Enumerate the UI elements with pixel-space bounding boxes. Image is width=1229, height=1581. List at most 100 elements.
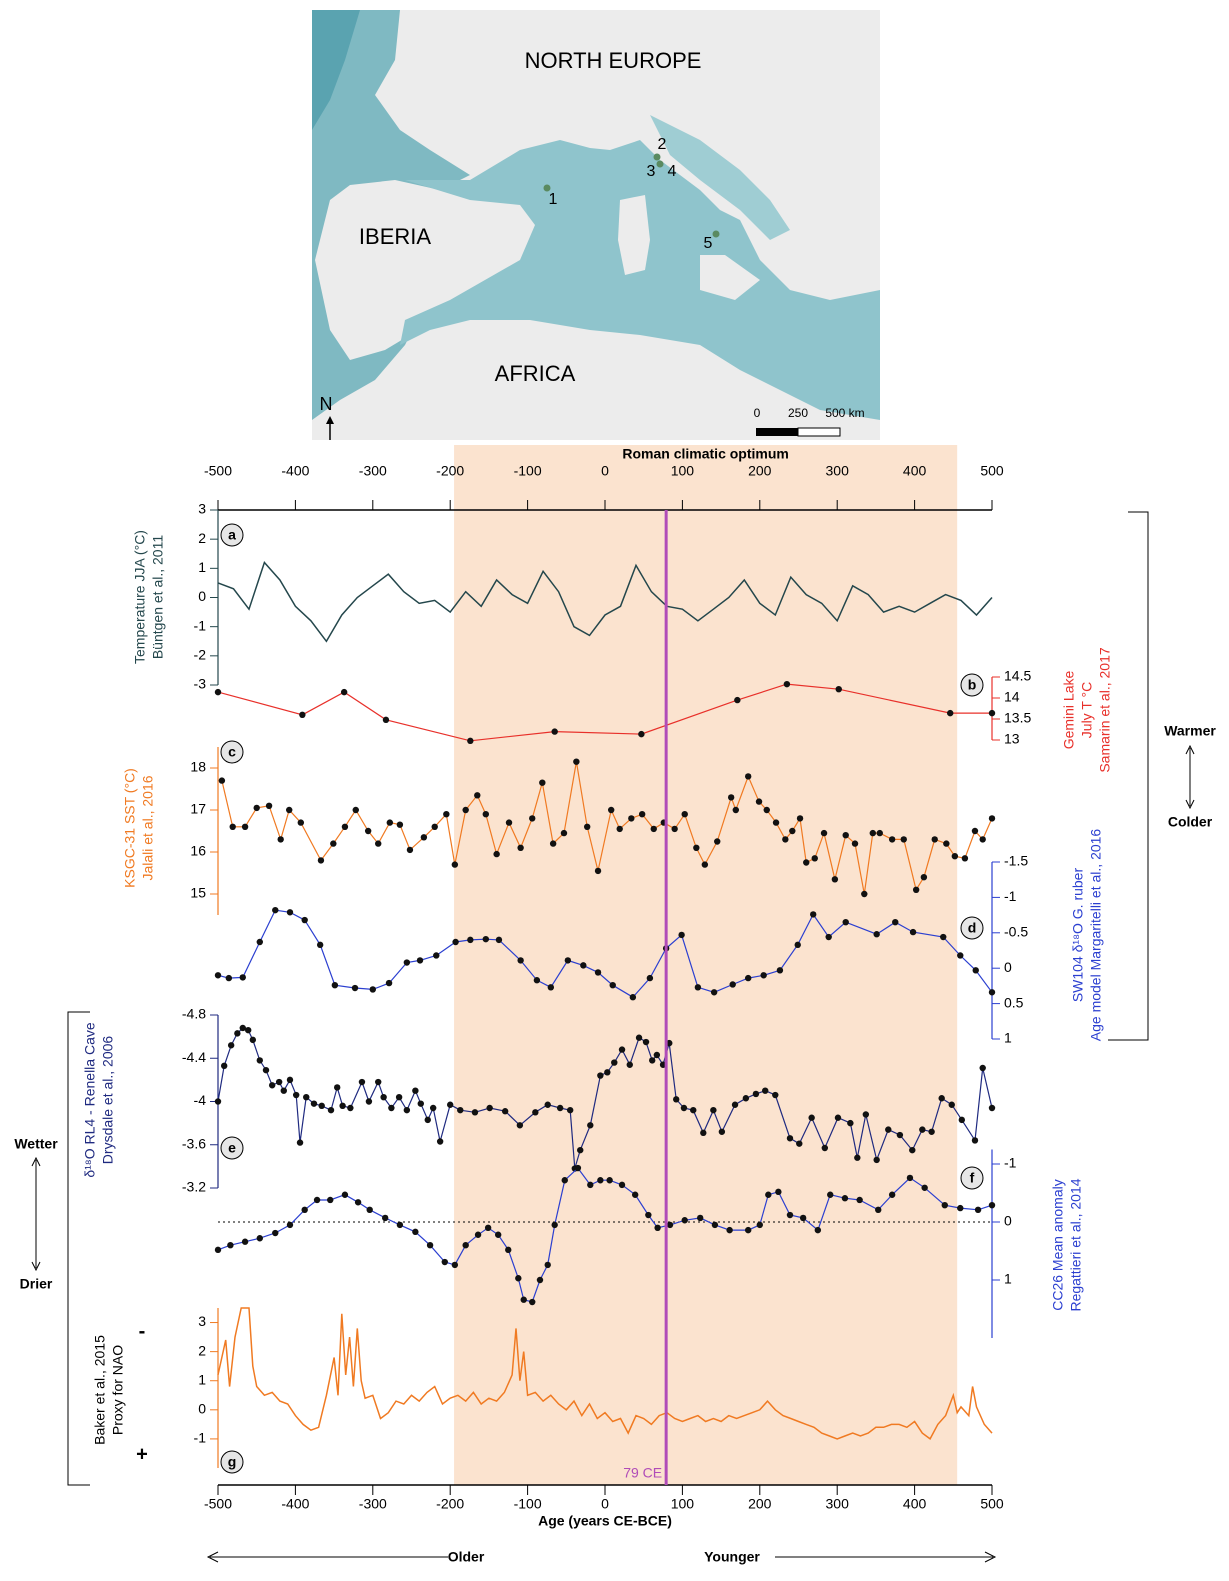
- data-point: [330, 840, 337, 847]
- data-point: [316, 941, 324, 949]
- data-point: [313, 1196, 321, 1204]
- data-point: [783, 680, 791, 688]
- data-point: [564, 957, 572, 964]
- data-point: [471, 1109, 479, 1116]
- y-tick-label: 1: [1004, 1271, 1012, 1287]
- data-point: [249, 1036, 257, 1044]
- data-point: [532, 1109, 539, 1116]
- data-point: [214, 1246, 222, 1254]
- data-point: [381, 1214, 389, 1222]
- y-tick-label: 0: [198, 1401, 206, 1417]
- data-point: [744, 974, 752, 982]
- data-point: [416, 957, 424, 964]
- data-point: [988, 1201, 996, 1209]
- x-tick-label: 100: [671, 1496, 695, 1512]
- data-point: [616, 825, 623, 833]
- data-point: [697, 1214, 704, 1222]
- data-point: [810, 911, 817, 918]
- data-point: [227, 1042, 235, 1049]
- x-axis-label: Age (years CE-BCE): [538, 1513, 672, 1529]
- data-point: [268, 1082, 276, 1089]
- annotation: Warmer: [1164, 723, 1216, 739]
- y-tick-label: 15: [190, 885, 206, 901]
- data-point: [847, 1119, 854, 1127]
- series-line: [217, 561, 993, 643]
- y-tick-label: 2: [198, 1342, 206, 1358]
- data-point: [854, 1154, 861, 1161]
- data-point: [299, 711, 306, 718]
- data-point: [358, 1078, 366, 1086]
- y-axis-label: δ¹⁸O RL4 - Renella Cave: [82, 1022, 98, 1178]
- x-tick-label: -100: [514, 463, 542, 479]
- data-point: [520, 1296, 527, 1303]
- x-tick-label: 0: [601, 463, 609, 479]
- y-tick-label: 14: [1004, 689, 1020, 705]
- data-point: [451, 1261, 459, 1269]
- y-axis-label: CC26 Mean anomaly: [1050, 1179, 1066, 1311]
- map-region: IBERIA: [359, 224, 431, 249]
- data-point: [649, 1057, 656, 1064]
- data-point: [694, 984, 702, 991]
- map-island: [618, 195, 650, 275]
- data-point: [988, 709, 996, 717]
- data-point: [941, 1201, 948, 1209]
- y-tick-label: 0: [1004, 959, 1012, 975]
- data-point: [831, 876, 839, 883]
- x-tick-label: -500: [204, 463, 232, 479]
- annotation: Wetter: [14, 1136, 58, 1152]
- data-point: [385, 979, 393, 987]
- data-point: [406, 846, 414, 854]
- data-point: [218, 777, 226, 784]
- data-point: [225, 974, 233, 982]
- x-tick-label: 100: [671, 463, 695, 479]
- data-point: [731, 1101, 739, 1108]
- panel-badge: [960, 916, 984, 940]
- data-point: [396, 821, 404, 828]
- data-point: [547, 984, 555, 991]
- data-point: [517, 957, 524, 964]
- data-point: [214, 1098, 222, 1105]
- data-point: [382, 716, 390, 724]
- site-label: 5: [704, 235, 713, 252]
- x-tick-label: 300: [826, 463, 850, 479]
- y-tick-label: 0.5: [1004, 994, 1024, 1010]
- y-tick-label: -1: [194, 617, 207, 633]
- site-dot: [712, 230, 720, 238]
- x-tick-label: 300: [826, 1496, 850, 1512]
- y-tick-label: -3.6: [182, 1135, 206, 1151]
- y-tick-label: -4.4: [182, 1049, 206, 1065]
- y-tick-label: 3: [198, 1313, 206, 1329]
- y-tick-label: -2: [194, 647, 207, 663]
- data-point: [462, 806, 469, 814]
- data-point: [653, 1051, 661, 1059]
- data-point: [961, 855, 969, 862]
- data-point: [869, 829, 877, 837]
- data-point: [452, 938, 459, 946]
- series-line: [217, 683, 992, 742]
- y-tick-label: 0: [198, 588, 206, 604]
- data-point: [931, 836, 938, 843]
- map-sea: [650, 115, 790, 240]
- y-tick-label: -3: [194, 676, 207, 692]
- data-point: [732, 806, 740, 814]
- data-point: [214, 688, 222, 696]
- data-point: [888, 836, 896, 843]
- data-point: [494, 1231, 502, 1238]
- data-point: [577, 1146, 584, 1154]
- data-point: [776, 967, 784, 974]
- bracket: [67, 1011, 90, 1486]
- map-sea: [312, 10, 470, 420]
- site-label: 3: [647, 163, 656, 180]
- data-point: [517, 844, 524, 851]
- data-point: [256, 1057, 263, 1064]
- y-axis-label: Büntgen et al., 2011: [150, 535, 166, 659]
- data-point: [947, 709, 954, 717]
- data-point: [775, 1188, 782, 1196]
- y-axis-label: Proxy for NAO: [110, 1345, 126, 1435]
- y-axis-label: Temperature JJA (°C): [132, 530, 148, 664]
- data-point: [441, 1258, 448, 1266]
- data-point: [583, 823, 591, 830]
- data-point: [755, 798, 763, 805]
- data-point: [628, 815, 635, 822]
- y-axis-label: KSGC-31 SST (°C): [122, 768, 138, 888]
